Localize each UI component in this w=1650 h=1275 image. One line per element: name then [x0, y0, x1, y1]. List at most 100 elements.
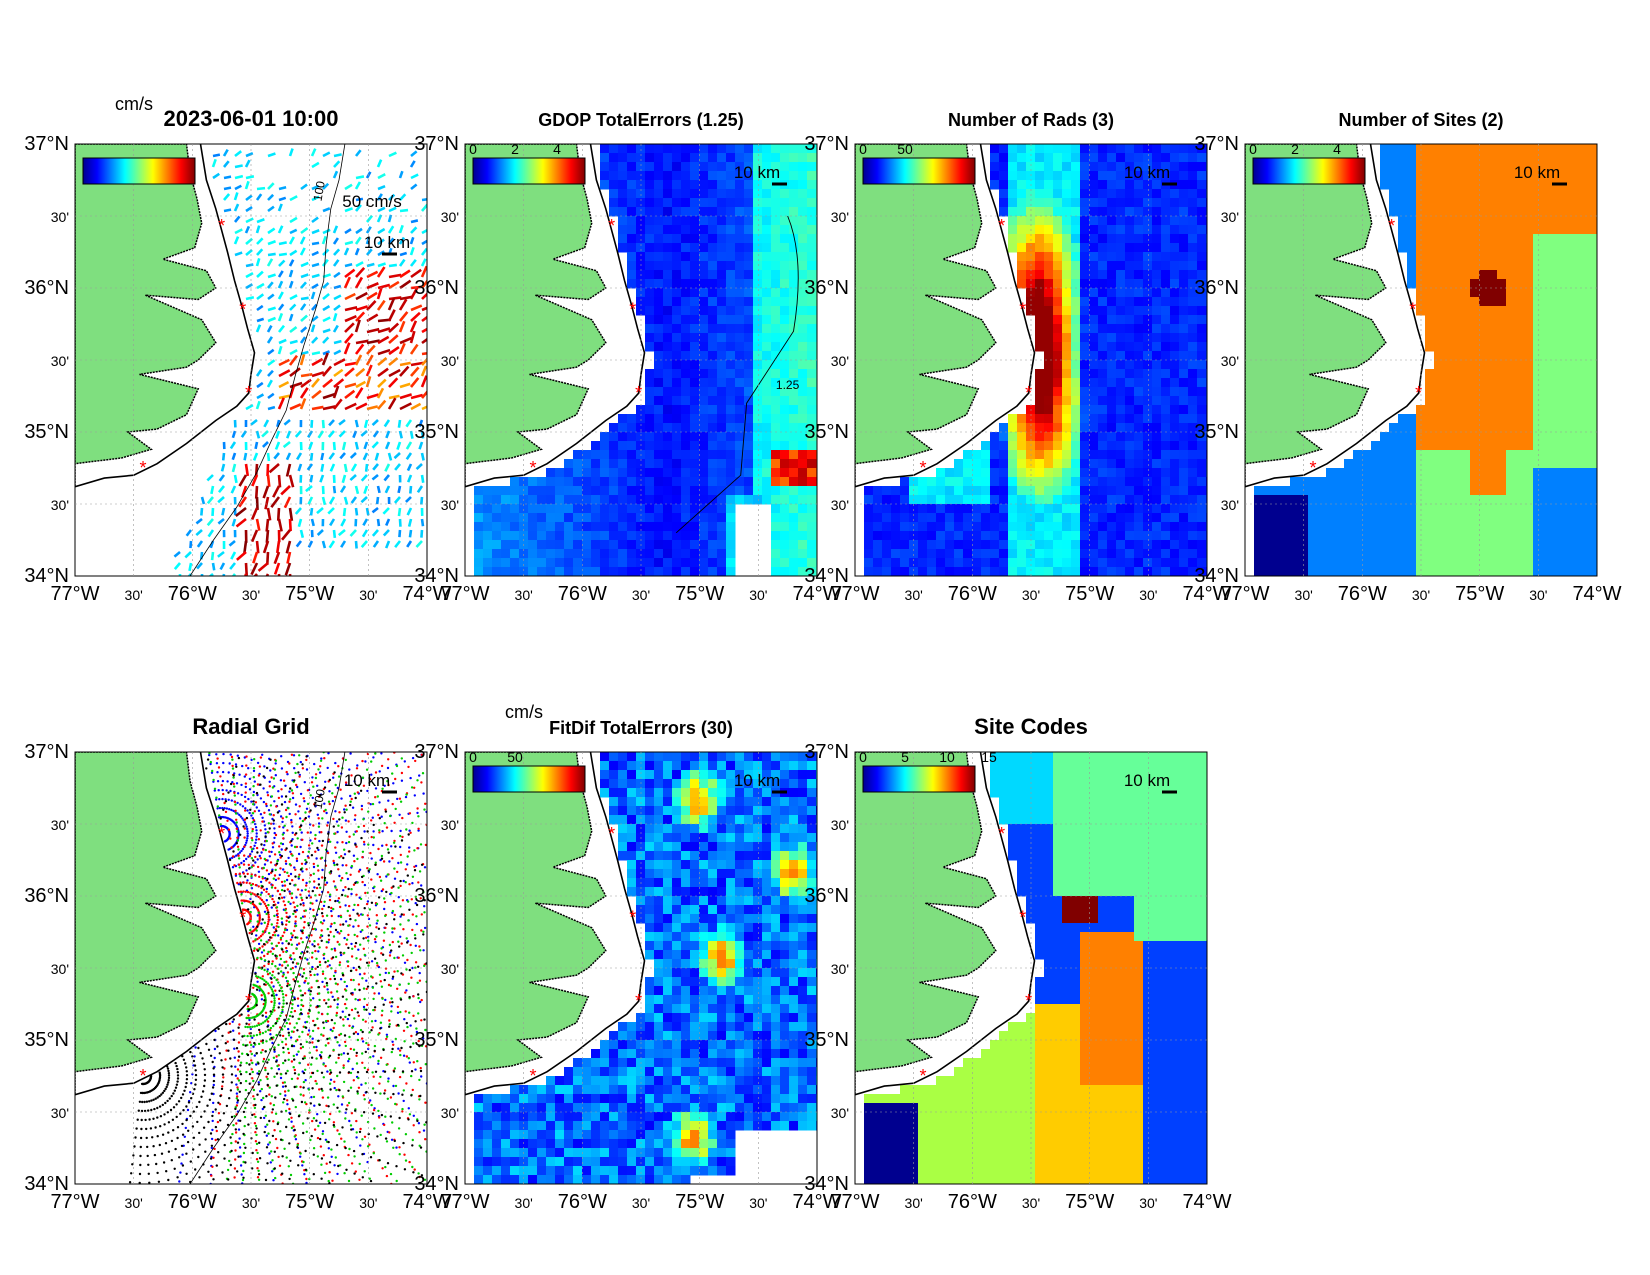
grid-cell [1017, 144, 1027, 154]
grid-cell [1416, 414, 1426, 424]
current-vector [355, 305, 368, 312]
grid-cell [1461, 468, 1471, 478]
grid-cell [1380, 477, 1390, 487]
grid-cell [1407, 414, 1417, 424]
radial-grid-point [236, 792, 240, 795]
grid-cell [1299, 522, 1309, 532]
grid-cell [1152, 198, 1162, 208]
grid-cell [1416, 198, 1426, 208]
grid-cell [762, 171, 772, 181]
grid-cell [1125, 198, 1135, 208]
current-vector [231, 430, 237, 439]
grid-cell [654, 234, 664, 244]
current-vector [399, 382, 411, 389]
grid-cell [882, 549, 892, 559]
grid-cell [1497, 396, 1507, 406]
grid-cell [807, 450, 817, 460]
radial-grid-point [265, 899, 268, 902]
grid-cell [1179, 414, 1189, 424]
grid-cell [1479, 225, 1489, 235]
grid-cell [1161, 477, 1171, 487]
radial-grid-point [282, 868, 285, 871]
grid-cell [1542, 306, 1552, 316]
current-vector [273, 452, 281, 460]
radial-grid-point [303, 800, 306, 803]
grid-cell [1587, 351, 1597, 361]
radial-grid-point [331, 799, 335, 803]
grid-cell [1071, 558, 1081, 568]
grid-cell [771, 387, 781, 397]
grid-cell [1116, 396, 1126, 406]
grid-cell [780, 189, 790, 199]
grid-cell [1425, 450, 1435, 460]
grid-cell [1161, 351, 1171, 361]
grid-cell [807, 468, 817, 478]
current-vector [281, 529, 292, 541]
grid-cell [1071, 234, 1081, 244]
grid-cell [1053, 306, 1063, 316]
grid-cell [1488, 261, 1498, 271]
lat-tick-label: 37°N [414, 133, 459, 155]
grid-cell [1425, 279, 1435, 289]
current-vector [187, 573, 192, 576]
grid-cell [1488, 468, 1498, 478]
grid-cell [681, 405, 691, 415]
grid-cell [1317, 540, 1327, 550]
grid-cell [1560, 387, 1570, 397]
grid-cell [1161, 423, 1171, 433]
grid-cell [1461, 261, 1471, 271]
grid-cell [600, 432, 610, 442]
grid-cell [708, 324, 718, 334]
grid-cell [1398, 216, 1408, 226]
grid-cell [945, 522, 955, 532]
grid-cell [807, 162, 817, 172]
grid-cell [789, 207, 799, 217]
grid-cell [1551, 396, 1561, 406]
grid-cell [564, 477, 574, 487]
grid-cell [1434, 414, 1444, 424]
grid-cell [936, 486, 946, 496]
grid-cell [807, 441, 817, 451]
grid-cell [1044, 279, 1054, 289]
grid-cell [798, 369, 808, 379]
grid-cell [1407, 234, 1417, 244]
grid-cell [999, 153, 1009, 163]
grid-cell [1335, 504, 1345, 514]
grid-cell [1026, 477, 1036, 487]
grid-cell [882, 558, 892, 568]
grid-cell [1188, 423, 1198, 433]
grid-cell [990, 567, 1000, 576]
grid-cell [1461, 432, 1471, 442]
grid-cell [1308, 504, 1318, 514]
grid-cell [1053, 495, 1063, 505]
current-vector [327, 430, 335, 438]
grid-cell [1542, 324, 1552, 334]
radial-grid-point [238, 773, 241, 776]
radial-grid-point [285, 878, 289, 882]
grid-cell [1542, 369, 1552, 379]
grid-cell [780, 153, 790, 163]
current-vector [245, 194, 253, 202]
grid-cell [663, 378, 673, 388]
grid-cell [636, 162, 646, 172]
lat-tick-label: 30' [441, 353, 459, 369]
radial-grid-point [291, 796, 295, 800]
grid-cell [1551, 468, 1561, 478]
colorbar [1252, 157, 1366, 185]
grid-cell [708, 351, 718, 361]
grid-cell [654, 540, 664, 550]
grid-cell [771, 342, 781, 352]
grid-cell [546, 558, 556, 568]
radial-grid-point [294, 803, 298, 806]
grid-cell [1152, 423, 1162, 433]
lat-tick-label: 35°N [804, 421, 849, 443]
grid-cell [945, 486, 955, 496]
grid-cell [1488, 333, 1498, 343]
grid-cell [1116, 522, 1126, 532]
grid-cell [1107, 378, 1117, 388]
current-vector [409, 343, 419, 355]
current-vector [289, 195, 298, 202]
grid-cell [690, 153, 700, 163]
radial-grid-point [240, 849, 243, 853]
grid-cell [1053, 540, 1063, 550]
